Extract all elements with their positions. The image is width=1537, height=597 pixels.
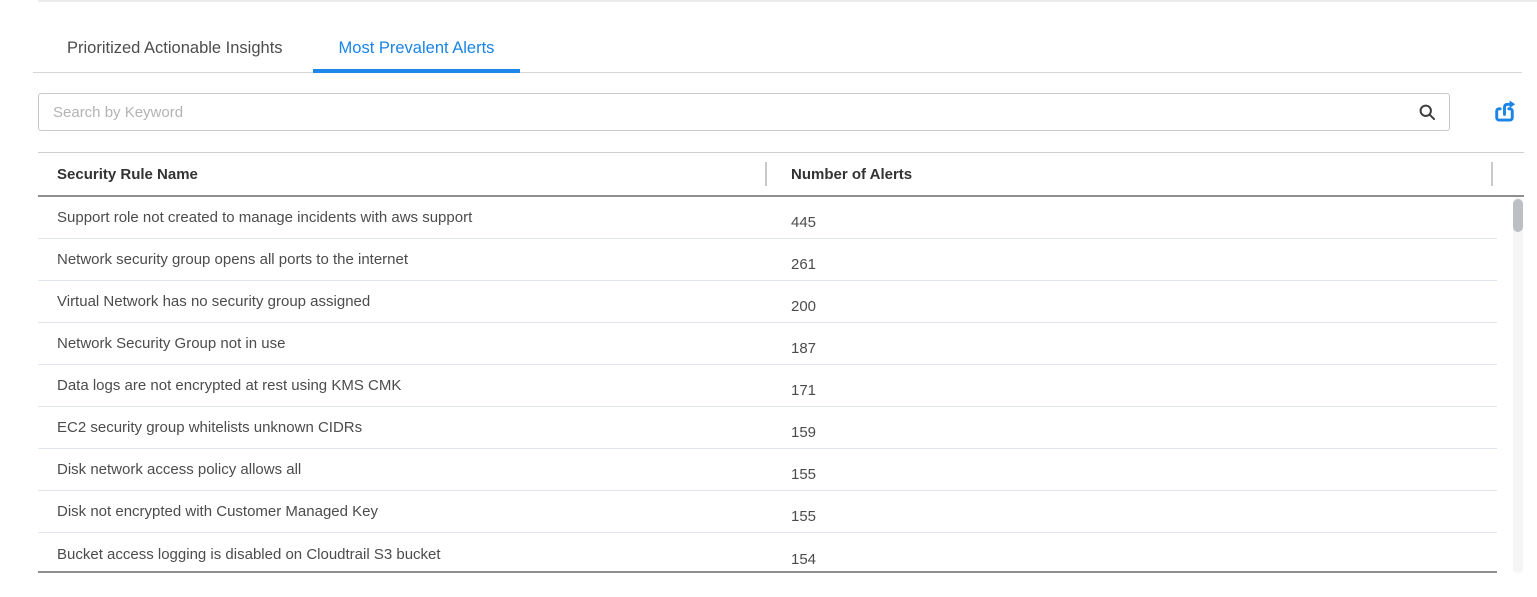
- security-rule-name-cell: Network security group opens all ports t…: [57, 251, 409, 268]
- tab-label: Most Prevalent Alerts: [338, 39, 495, 57]
- number-of-alerts-cell: 200: [791, 298, 817, 315]
- column-header-security-rule-name: Security Rule Name: [57, 165, 198, 183]
- top-divider: [38, 0, 1537, 2]
- table-row: Disk not encrypted with Customer Managed…: [38, 491, 1497, 533]
- table-row: Disk network access policy allows all 15…: [38, 449, 1497, 491]
- table-row: Network Security Group not in use 187: [38, 323, 1497, 365]
- number-of-alerts-cell: 155: [791, 466, 817, 483]
- number-of-alerts-cell: 261: [791, 256, 817, 273]
- table-row: Network security group opens all ports t…: [38, 239, 1497, 281]
- table-row: Bucket access logging is disabled on Clo…: [38, 533, 1497, 571]
- security-rule-name-cell: Virtual Network has no security group as…: [57, 293, 371, 310]
- number-of-alerts-cell: 171: [791, 382, 817, 399]
- security-rule-name-cell: Network Security Group not in use: [57, 335, 286, 352]
- column-divider: [765, 162, 767, 186]
- number-of-alerts-cell: 159: [791, 424, 817, 441]
- security-rule-name-cell: Disk network access policy allows all: [57, 461, 302, 478]
- table-row: EC2 security group whitelists unknown CI…: [38, 407, 1497, 449]
- security-rule-name-cell: Disk not encrypted with Customer Managed…: [57, 503, 378, 520]
- tab-bar: Prioritized Actionable Insights Most Pre…: [33, 25, 1522, 73]
- column-divider: [1491, 162, 1493, 186]
- security-rule-name-cell: Bucket access logging is disabled on Clo…: [57, 545, 441, 563]
- table-row: Support role not created to manage incid…: [38, 197, 1497, 239]
- search-input[interactable]: [38, 93, 1450, 131]
- export-icon: [1492, 98, 1519, 125]
- number-of-alerts-cell: 155: [791, 508, 817, 525]
- search-box: [38, 93, 1450, 131]
- table-body: Support role not created to manage incid…: [38, 197, 1497, 573]
- table-row: Data logs are not encrypted at rest usin…: [38, 365, 1497, 407]
- tab-most-prevalent-alerts[interactable]: Most Prevalent Alerts: [312, 25, 521, 73]
- table-header: Security Rule Name Number of Alerts: [38, 152, 1524, 197]
- search-icon: [1417, 102, 1437, 122]
- search-button[interactable]: [1412, 97, 1442, 127]
- number-of-alerts-cell: 187: [791, 340, 817, 357]
- scrollbar-thumb[interactable]: [1513, 199, 1523, 232]
- number-of-alerts-cell: 154: [791, 550, 817, 568]
- table-scrollbar[interactable]: [1513, 197, 1523, 573]
- toolbar: [38, 93, 1522, 131]
- column-header-number-of-alerts: Number of Alerts: [791, 165, 913, 183]
- export-button[interactable]: [1488, 94, 1522, 128]
- number-of-alerts-cell: 445: [791, 214, 817, 231]
- table-row: Virtual Network has no security group as…: [38, 281, 1497, 323]
- tab-prioritized-actionable-insights[interactable]: Prioritized Actionable Insights: [33, 25, 313, 72]
- security-rule-name-cell: Data logs are not encrypted at rest usin…: [57, 377, 402, 394]
- security-rule-name-cell: Support role not created to manage incid…: [57, 209, 473, 226]
- alerts-table: Security Rule Name Number of Alerts Supp…: [38, 152, 1524, 573]
- tab-label: Prioritized Actionable Insights: [67, 39, 283, 57]
- security-rule-name-cell: EC2 security group whitelists unknown CI…: [57, 419, 363, 436]
